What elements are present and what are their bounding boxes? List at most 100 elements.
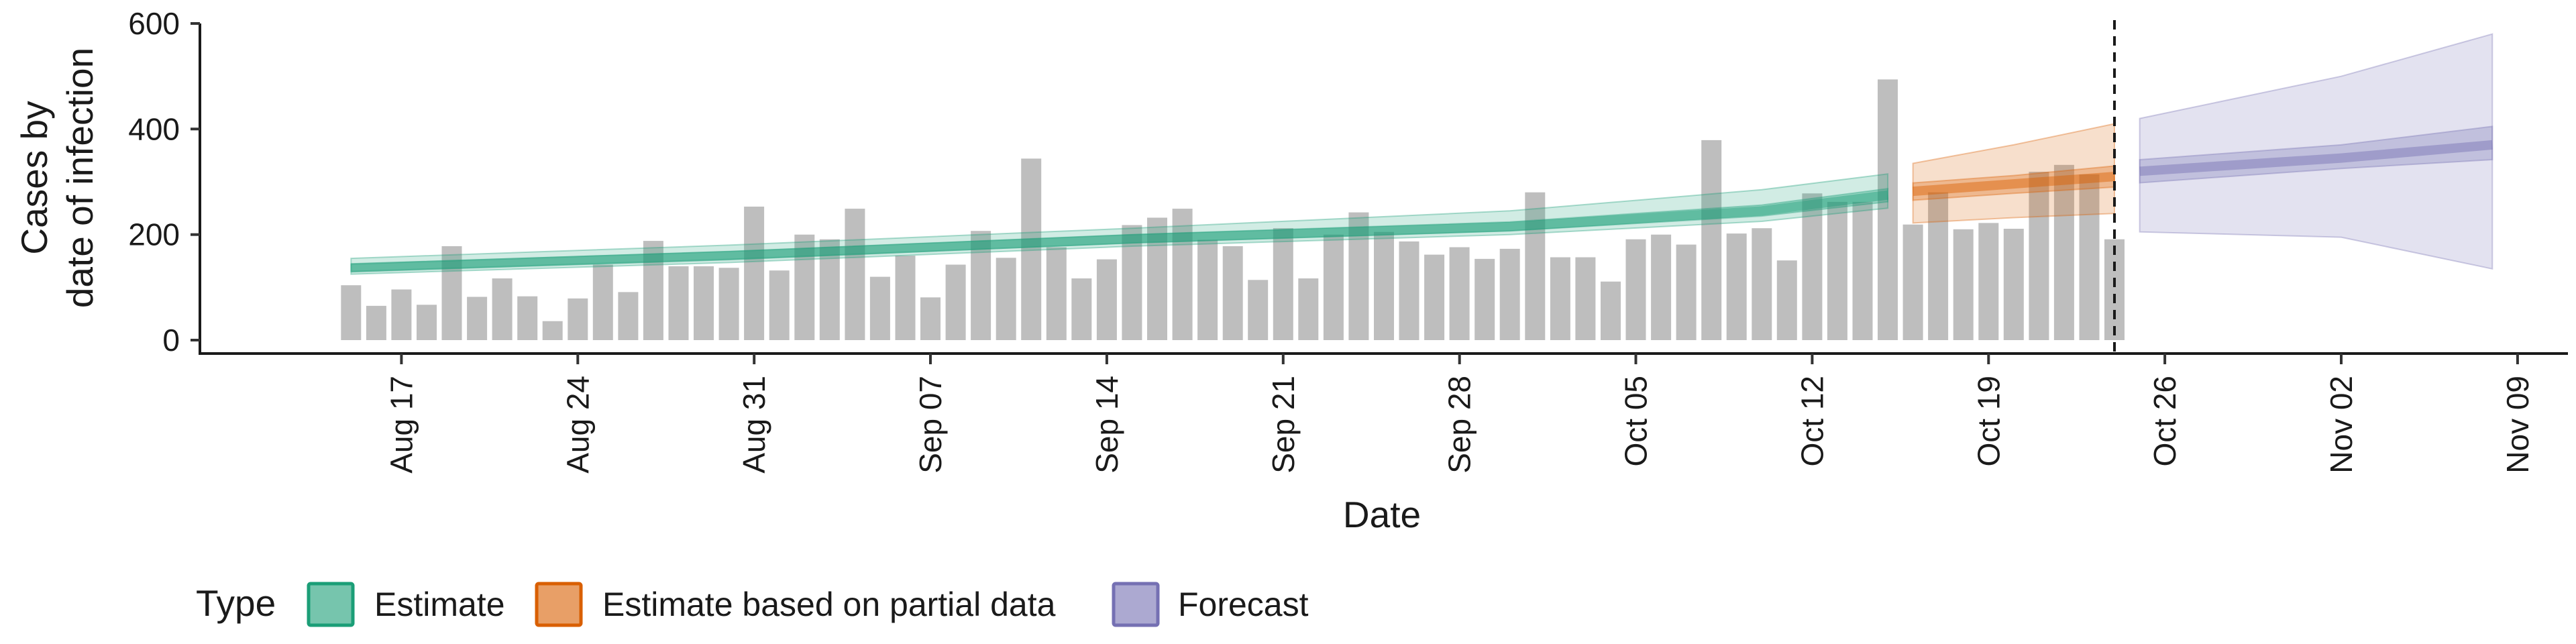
- bar: [845, 209, 865, 340]
- bar: [2104, 239, 2125, 340]
- x-tick-label: Aug 24: [560, 376, 595, 474]
- bar: [1449, 247, 1470, 340]
- bar: [1071, 278, 1092, 340]
- bar: [1802, 193, 1823, 340]
- bar: [1499, 248, 1520, 340]
- y-axis-title: Cases by date of infection: [13, 48, 101, 308]
- bar: [1122, 225, 1142, 340]
- ribbon-50-forecast: [2139, 125, 2493, 184]
- ribbon-50-estimate: [350, 188, 1889, 272]
- bar: [1625, 239, 1646, 340]
- bar: [417, 305, 437, 340]
- x-tick-label: Sep 21: [1266, 376, 1301, 474]
- bar: [1928, 192, 1949, 340]
- ribbons-layer: [350, 33, 2493, 275]
- median-line-partial: [1913, 172, 2115, 197]
- bar: [1852, 201, 1873, 340]
- bar: [1827, 201, 1847, 340]
- bar: [1726, 233, 1747, 340]
- bar: [718, 268, 739, 340]
- bar: [1878, 79, 1898, 341]
- bar: [2053, 164, 2074, 341]
- bar: [819, 239, 840, 340]
- x-tick-label: Oct 19: [1971, 376, 2006, 467]
- bar: [1776, 260, 1797, 340]
- bar: [1399, 241, 1419, 340]
- x-tick-label: Oct 05: [1619, 376, 1654, 467]
- x-tick-label: Oct 26: [2147, 376, 2182, 467]
- legend-swatch-partial: [535, 582, 583, 627]
- legend-label-forecast: Forecast: [1178, 586, 1309, 623]
- axes-layer: [199, 23, 2568, 355]
- bar: [1953, 229, 1974, 340]
- bar: [694, 266, 714, 340]
- bar: [1348, 212, 1369, 340]
- bar: [2029, 172, 2049, 340]
- y-tick-label: 0: [162, 323, 180, 358]
- x-tick-label: Sep 14: [1089, 376, 1124, 474]
- bar: [1021, 158, 1042, 340]
- legend-label-partial: Estimate based on partial data: [602, 586, 1056, 623]
- bar: [1046, 247, 1067, 340]
- bar: [1525, 192, 1546, 340]
- bar: [1902, 224, 1923, 340]
- bar: [1222, 246, 1243, 340]
- bar: [1676, 244, 1697, 340]
- legend-swatch-forecast: [1112, 582, 1160, 627]
- y-axis-title-line-1: Cases by: [13, 101, 55, 255]
- legend-title: Type: [196, 582, 276, 624]
- bars-layer: [341, 79, 2125, 341]
- bar: [794, 234, 815, 340]
- bar: [920, 297, 941, 340]
- bar: [366, 305, 386, 340]
- bar: [1273, 228, 1293, 340]
- bar: [744, 207, 765, 340]
- legend: Type Estimate Estimate based on partial …: [196, 582, 1309, 627]
- y-ticks-layer: 0 200 400 600: [128, 6, 200, 358]
- y-tick-label: 200: [128, 217, 180, 252]
- bar: [341, 285, 362, 340]
- x-tick-label: Aug 31: [737, 376, 771, 474]
- median-line-forecast: [2139, 140, 2493, 176]
- x-ticks-layer: Aug 17 Aug 24 Aug 31 Sep 07 Sep 14 Sep 21 Sep …: [384, 354, 2535, 474]
- bar: [1978, 223, 1999, 340]
- bar: [1374, 231, 1394, 340]
- bar: [592, 264, 613, 340]
- y-axis-title-line-2: date of infection: [59, 48, 101, 308]
- bar: [1172, 209, 1193, 340]
- y-tick-label: 600: [128, 6, 180, 41]
- bar: [643, 241, 663, 340]
- ribbon-90-estimate: [350, 173, 1889, 275]
- x-axis-title: Date: [1343, 494, 1421, 535]
- bar: [1575, 257, 1596, 340]
- x-tick-label: Oct 12: [1794, 376, 1829, 467]
- bar: [517, 296, 538, 340]
- bar: [1474, 258, 1495, 340]
- bar: [996, 258, 1016, 340]
- ribbon-90-forecast: [2139, 33, 2493, 270]
- bar: [1248, 280, 1269, 340]
- bar: [1096, 259, 1117, 340]
- bar: [1601, 281, 1621, 340]
- bar: [467, 297, 488, 340]
- x-tick-label: Sep 28: [1442, 376, 1477, 474]
- bar: [542, 321, 563, 340]
- bar: [441, 246, 462, 340]
- bar: [1323, 234, 1344, 340]
- bar: [869, 276, 890, 340]
- bar: [391, 289, 412, 340]
- median-line-estimate: [351, 190, 1888, 273]
- bar: [568, 298, 588, 340]
- bar: [1651, 234, 1672, 340]
- bar: [492, 278, 513, 340]
- legend-label-estimate: Estimate: [374, 586, 505, 623]
- x-tick-label: Sep 07: [913, 376, 948, 474]
- x-tick-label: Nov 02: [2324, 376, 2359, 474]
- bar: [1147, 217, 1167, 340]
- bar: [1197, 239, 1218, 340]
- x-tick-label: Nov 09: [2500, 376, 2535, 474]
- bar: [1550, 257, 1570, 340]
- bar: [618, 292, 639, 340]
- bar: [895, 256, 916, 340]
- bar: [2003, 229, 2024, 340]
